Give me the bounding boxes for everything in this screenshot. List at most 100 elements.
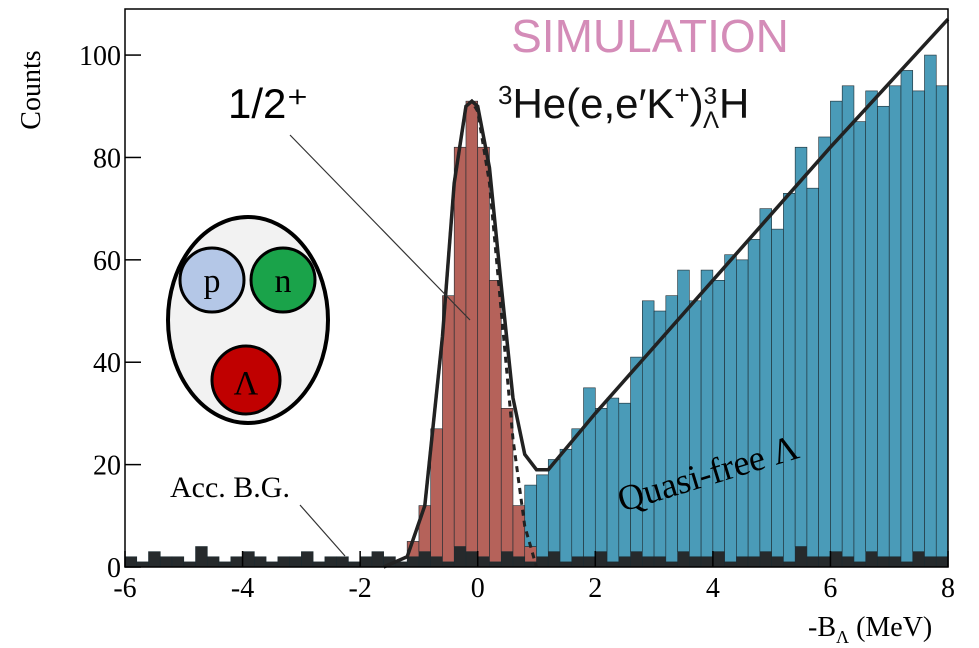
histogram-bar — [559, 561, 573, 568]
histogram-bar — [818, 136, 831, 558]
histogram-bar — [888, 556, 902, 568]
histogram-bar — [148, 551, 161, 568]
histogram-bar — [759, 551, 772, 568]
histogram-bar — [630, 356, 643, 552]
histogram-bar — [689, 300, 702, 558]
histogram-bar — [900, 561, 914, 568]
histogram-bar — [536, 474, 549, 558]
histogram-bar — [465, 551, 479, 568]
histogram-bar — [900, 70, 914, 563]
inset-label: Λ — [234, 365, 259, 402]
annotation-leader — [299, 504, 346, 557]
histogram-bar — [277, 556, 290, 568]
reaction-part: H — [719, 80, 749, 127]
histogram-bar — [736, 259, 749, 558]
y-tick-label: 0 — [107, 553, 121, 584]
histogram-bar — [724, 561, 737, 568]
histogram-bar — [806, 556, 819, 568]
y-tick-label: 80 — [93, 143, 121, 174]
histogram-bar — [865, 90, 878, 552]
peak-annotation: 1/2⁺ — [228, 80, 309, 127]
neutron — [249, 246, 317, 314]
histogram-bar — [747, 239, 761, 558]
histogram-bar — [606, 561, 620, 568]
histogram-bar — [559, 448, 573, 563]
histogram-bar — [265, 561, 279, 568]
histogram-bar — [536, 556, 549, 568]
inset-label: n — [275, 263, 292, 300]
bg-annotation: Acc. B.G. — [170, 471, 290, 504]
histogram-bar — [218, 561, 232, 568]
histogram-bar — [242, 551, 255, 568]
reaction-part: + — [674, 80, 689, 110]
histogram-bar — [500, 408, 514, 552]
histogram-bar — [724, 254, 737, 563]
histogram-bar — [430, 556, 443, 568]
histogram-bar — [841, 85, 855, 558]
y-tick-label: 100 — [79, 41, 121, 72]
histogram-bar — [783, 192, 796, 563]
histogram-bar — [712, 280, 725, 552]
histogram-bar — [489, 280, 502, 563]
histogram-bar — [630, 551, 643, 568]
histogram-bar — [712, 551, 725, 568]
histogram-bar — [348, 561, 361, 568]
x-axis-label: -BΛ (MeV) — [808, 612, 932, 647]
histogram-bar — [301, 551, 314, 568]
histogram-bar — [254, 556, 267, 568]
histogram-bar — [865, 551, 878, 568]
x-label-part: (MeV) — [849, 612, 932, 643]
histogram-bar — [912, 551, 925, 568]
x-tick-label: 8 — [941, 573, 955, 604]
histogram-bar — [489, 561, 502, 568]
histogram-bar — [677, 551, 690, 568]
reaction-part: 3 — [498, 80, 512, 110]
plot-frame — [124, 8, 949, 568]
histogram-bar — [642, 556, 655, 568]
reaction: 3He(e,e′K+)3 ΛH — [498, 80, 749, 134]
histogram-bar — [818, 556, 831, 568]
histogram-bar — [289, 556, 302, 568]
histogram-bar — [830, 100, 843, 552]
histogram-bar — [465, 100, 479, 552]
histogram-bar — [336, 556, 349, 568]
reaction-part: 3 — [704, 83, 717, 110]
histogram-bar — [794, 146, 808, 547]
x-tick-label: 4 — [706, 573, 720, 604]
histogram-bar — [583, 556, 596, 568]
x-tick-label: 2 — [588, 573, 602, 604]
histogram-bar — [877, 556, 890, 568]
histogram-bar — [771, 228, 784, 558]
x-tick-label: -6 — [113, 573, 136, 604]
inset: p n Λ — [166, 215, 330, 425]
histogram-bar — [171, 556, 185, 568]
chart-title: SIMULATION — [511, 10, 789, 62]
histogram-bar — [124, 556, 138, 568]
histogram-bar — [442, 561, 455, 568]
histogram-bar — [689, 556, 702, 568]
plot-area — [124, 18, 950, 569]
histogram-bar — [453, 146, 467, 547]
reaction-part: ) — [690, 80, 704, 127]
reaction-part: Λ — [703, 107, 719, 134]
histogram-bar — [841, 556, 855, 568]
histogram-bar — [618, 556, 631, 568]
histogram-bar — [418, 551, 431, 568]
histogram-bar — [924, 556, 937, 568]
histogram-bar — [594, 551, 608, 568]
proton — [178, 246, 246, 314]
histogram-bar — [700, 556, 714, 568]
histogram-bar — [477, 556, 490, 568]
histogram-bar — [371, 551, 384, 568]
histogram-bar — [806, 187, 819, 558]
histogram-bar — [547, 551, 561, 568]
histogram-bar — [159, 556, 173, 568]
reaction-part: He(e,e′K — [512, 80, 674, 127]
histogram-bar — [888, 85, 902, 558]
fit-curve — [383, 98, 538, 569]
lambda — [210, 344, 282, 416]
histogram-bar — [230, 556, 243, 568]
histogram-bar — [783, 561, 796, 568]
inset-label: p — [204, 263, 221, 300]
